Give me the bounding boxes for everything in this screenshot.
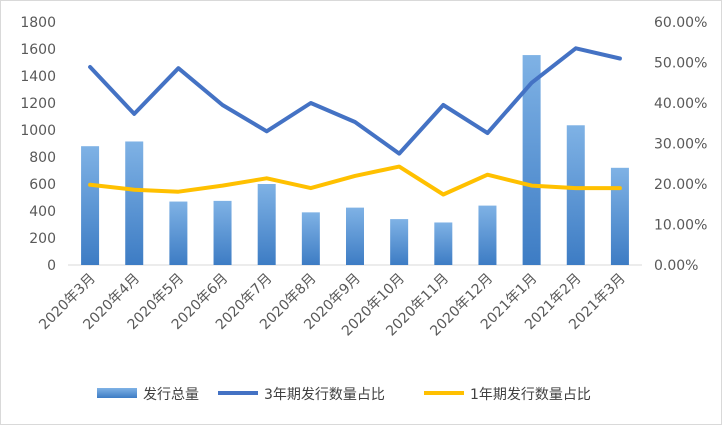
right-axis-tick-label: 50.00% — [654, 56, 707, 72]
line-3yr-share — [88, 46, 622, 156]
legend-label-3yr: 3年期发行数量占比 — [264, 387, 385, 403]
left-axis-tick-label: 1800 — [20, 15, 56, 31]
bar — [478, 205, 497, 265]
bar — [81, 146, 100, 265]
left-axis-tick-label: 400 — [29, 204, 56, 220]
left-axis-ticks: 0 200 400 600 800 1000 1200 1400 1600 1800 — [20, 15, 56, 274]
left-axis-tick-label: 200 — [29, 231, 56, 247]
line-1yr-share — [88, 164, 622, 197]
bar — [213, 200, 232, 265]
bar — [125, 141, 144, 265]
left-axis-tick-label: 800 — [29, 150, 56, 166]
right-axis-tick-label: 20.00% — [654, 177, 707, 193]
left-axis-tick-label: 0 — [47, 258, 56, 274]
left-axis-tick-label: 1400 — [20, 69, 56, 85]
left-axis-tick-label: 1600 — [20, 42, 56, 58]
bar — [434, 222, 453, 265]
legend-swatch-bar — [97, 388, 137, 398]
bar — [522, 55, 541, 266]
bar — [257, 184, 276, 265]
bar — [169, 201, 188, 265]
left-axis-tick-label: 1000 — [20, 123, 56, 139]
bar — [390, 219, 409, 265]
bar — [566, 125, 585, 266]
bar — [301, 212, 320, 265]
left-axis-tick-label: 1200 — [20, 96, 56, 112]
line-series — [88, 46, 622, 197]
legend-label-bar: 发行总量 — [143, 387, 199, 403]
bar — [610, 167, 629, 265]
right-axis-tick-label: 0.00% — [654, 258, 698, 274]
right-axis-tick-label: 60.00% — [654, 15, 707, 31]
bar — [346, 207, 364, 265]
x-axis-ticks: 2020年3月2020年4月2020年5月2020年6月2020年7月2020年… — [36, 271, 628, 340]
right-axis-ticks: 0.00% 10.00% 20.00% 30.00% 40.00% 50.00% 60.00… — [654, 15, 707, 274]
legend: 发行总量 3年期发行数量占比 1年期发行数量占比 — [97, 387, 591, 403]
right-axis-tick-label: 10.00% — [654, 218, 707, 234]
legend-label-1yr: 1年期发行数量占比 — [470, 387, 591, 403]
right-axis-tick-label: 40.00% — [654, 96, 707, 112]
left-axis-tick-label: 600 — [29, 177, 56, 193]
bar-series — [81, 55, 629, 266]
right-axis-tick-label: 30.00% — [654, 137, 707, 153]
